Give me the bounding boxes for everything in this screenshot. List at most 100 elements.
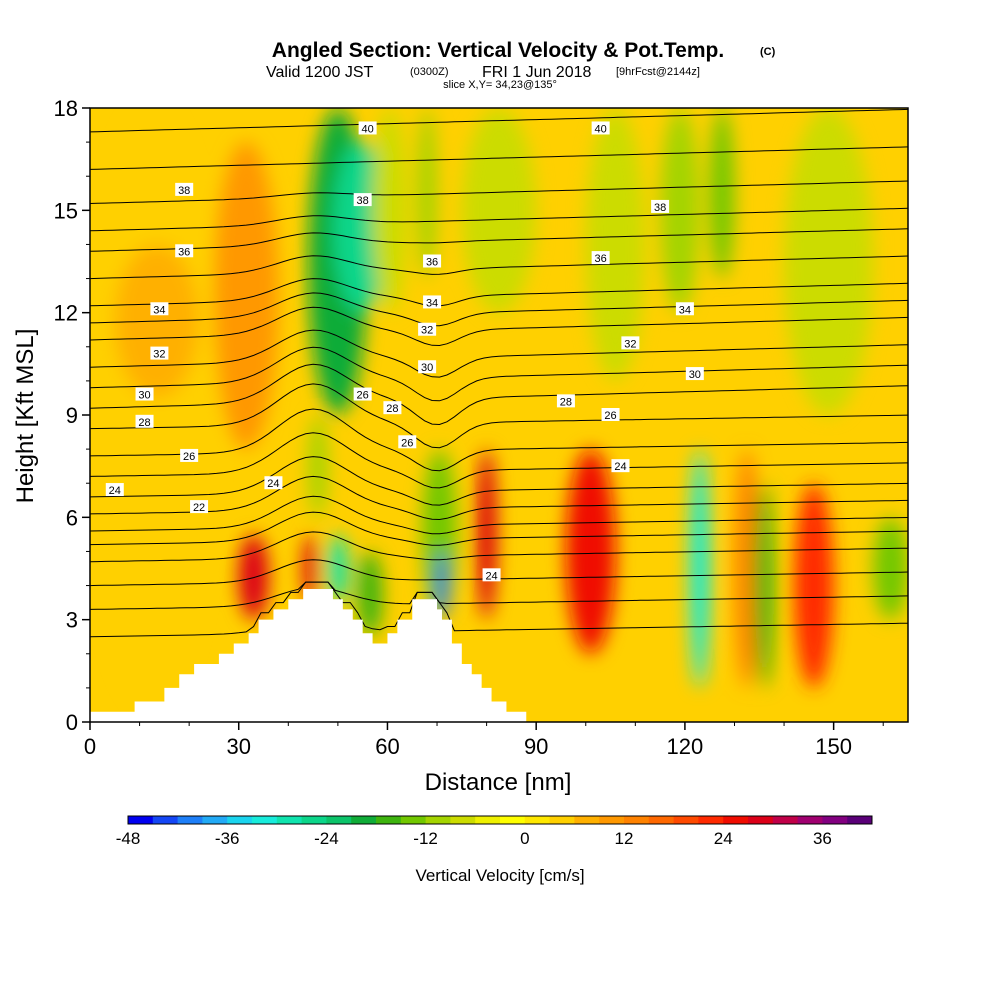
contour-label: 22 bbox=[193, 502, 205, 514]
contour-label: 38 bbox=[654, 202, 666, 214]
colorbar-segment bbox=[252, 816, 278, 824]
contour-label-bg bbox=[423, 295, 442, 309]
velocity-cell-5 bbox=[308, 415, 328, 518]
valid-utc: (0300Z) bbox=[410, 66, 449, 78]
valid-time: Valid 1200 JST bbox=[266, 64, 374, 81]
colorbar-tick-label: 24 bbox=[714, 829, 733, 848]
colorbar-tick-label: 36 bbox=[813, 829, 832, 848]
velocity-cell-20 bbox=[709, 108, 735, 279]
contour-label-bg bbox=[651, 199, 670, 213]
colorbar-segment bbox=[723, 816, 749, 824]
isentrope-32 bbox=[90, 306, 908, 347]
colorbar-segment bbox=[797, 816, 823, 824]
contour-label-bg bbox=[675, 302, 694, 316]
colorbar-segment bbox=[301, 816, 327, 824]
contour-label-bg bbox=[105, 483, 124, 497]
colorbar-segment bbox=[351, 816, 377, 824]
velocity-cell-22 bbox=[754, 483, 775, 688]
colorbar-segment bbox=[549, 816, 575, 824]
isentrope-39 bbox=[90, 146, 908, 170]
velocity-cell-19 bbox=[689, 449, 710, 688]
colorbar-tick-label: 0 bbox=[520, 829, 529, 848]
colorbar-segment bbox=[202, 816, 228, 824]
isentrope-40 bbox=[90, 108, 908, 133]
contour-label: 32 bbox=[421, 325, 433, 337]
colorbar-segment bbox=[648, 816, 674, 824]
contour-label-bg bbox=[601, 408, 620, 421]
velocity-cell-16 bbox=[565, 449, 616, 654]
contour-label: 26 bbox=[183, 451, 195, 463]
contour-label-bg bbox=[175, 244, 194, 258]
colorbar-segment bbox=[524, 816, 550, 824]
contour-label: 34 bbox=[153, 304, 165, 316]
x-axis-label: Distance [nm] bbox=[425, 769, 572, 796]
contour-label: 24 bbox=[614, 461, 626, 473]
x-tick-label: 150 bbox=[815, 734, 852, 759]
colorbar-segment bbox=[400, 816, 426, 824]
colorbar-segment bbox=[177, 816, 203, 824]
contour-label-bg bbox=[175, 182, 194, 196]
y-axis: 0 3 6 9 12 15 18 bbox=[54, 96, 90, 735]
plot-area: 24 22 26 28 30 32 34 36 38 24 26 28 26 30 32 34 36 38 40 24… bbox=[90, 108, 908, 722]
contour-label: 28 bbox=[560, 396, 572, 408]
colorbar-frame bbox=[127, 815, 873, 825]
colorbar-segment bbox=[425, 816, 451, 824]
contour-label-bg bbox=[611, 459, 630, 473]
contour-label: 34 bbox=[679, 304, 691, 316]
y-axis-label: Height [Kft MSL] bbox=[12, 329, 39, 504]
isentrope-31 bbox=[90, 329, 908, 378]
velocity-cell-15 bbox=[461, 108, 537, 313]
velocity-cell-23 bbox=[793, 483, 834, 688]
colorbar-tick-label: -36 bbox=[215, 829, 240, 848]
colorbar-label: Vertical Velocity [cm/s] bbox=[415, 866, 584, 885]
contour-label-bg bbox=[591, 251, 610, 265]
contour-label-bg bbox=[591, 121, 610, 135]
colorbar-segment bbox=[599, 816, 625, 824]
y-tick-label: 15 bbox=[54, 198, 78, 223]
valid-date: FRI 1 Jun 2018 bbox=[482, 64, 592, 81]
contour-label-bg bbox=[353, 193, 372, 207]
x-tick-label: 120 bbox=[667, 734, 704, 759]
contour-label: 30 bbox=[421, 362, 433, 374]
isentrope-24 bbox=[90, 475, 908, 521]
y-tick-label: 6 bbox=[66, 505, 78, 530]
isentrope-35 bbox=[90, 255, 908, 280]
isentrope-23 bbox=[90, 495, 908, 535]
contour-label-bg bbox=[264, 476, 283, 490]
colorbar-segment bbox=[624, 816, 650, 824]
x-tick-label: 0 bbox=[84, 734, 96, 759]
y-tick-label: 12 bbox=[54, 301, 78, 326]
velocity-cell-18 bbox=[660, 108, 700, 313]
contour-label-bg bbox=[190, 500, 209, 514]
contour-label: 36 bbox=[178, 246, 190, 258]
velocity-cell-12 bbox=[422, 449, 457, 620]
isentrope-26 bbox=[90, 432, 908, 489]
contour-label-bg bbox=[423, 254, 442, 268]
contour-label: 30 bbox=[689, 369, 701, 381]
colorbar-segment bbox=[475, 816, 501, 824]
isentrope-36 bbox=[90, 228, 908, 252]
colorbar-segment bbox=[326, 816, 352, 824]
contour-label-bg bbox=[383, 401, 402, 415]
colorbar-segment bbox=[822, 816, 848, 824]
colorbar-segment bbox=[847, 816, 873, 824]
y-tick-label: 0 bbox=[66, 710, 78, 735]
contour-label-bg bbox=[150, 346, 169, 360]
velocity-cell-21 bbox=[734, 449, 760, 688]
colorbar-segment bbox=[276, 816, 302, 824]
isentrope-25 bbox=[90, 456, 908, 506]
contour-label: 32 bbox=[624, 338, 636, 350]
contour-label-bg bbox=[353, 387, 372, 401]
slice-info: slice X,Y= 34,23@135° bbox=[443, 79, 557, 91]
colorbar-segment bbox=[500, 816, 526, 824]
colorbar-tick-label: -12 bbox=[413, 829, 438, 848]
colorbar-segment bbox=[227, 816, 253, 824]
title-unit: (C) bbox=[760, 46, 776, 58]
contour-label-bg bbox=[556, 394, 575, 408]
contour-label: 40 bbox=[361, 123, 373, 135]
contour-label-bg bbox=[398, 435, 417, 449]
contour-label: 34 bbox=[426, 297, 438, 309]
isentrope-27 bbox=[90, 408, 908, 472]
colorbar-segment bbox=[450, 816, 476, 824]
